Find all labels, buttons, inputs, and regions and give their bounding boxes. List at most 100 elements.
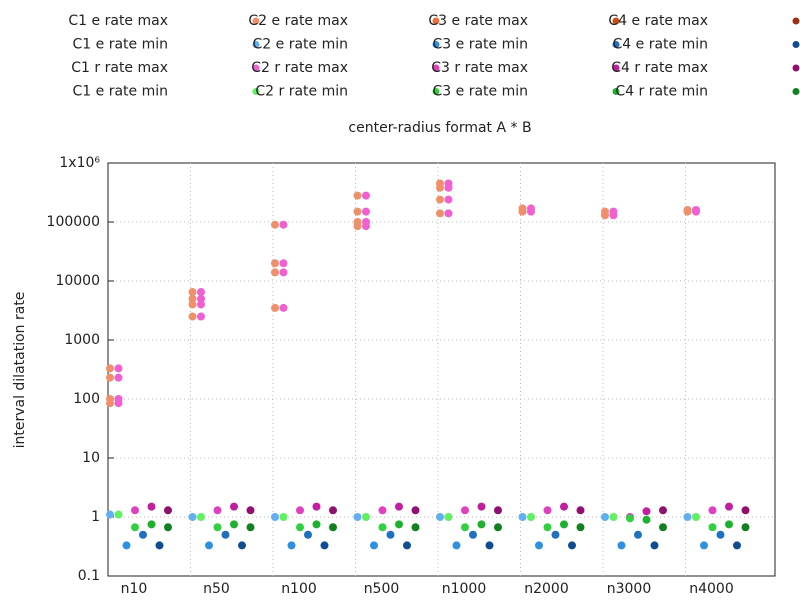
- legend-swatch: [792, 64, 800, 72]
- point: [271, 220, 279, 229]
- legend-label: C4 e rate min: [613, 37, 708, 53]
- point: [411, 506, 420, 515]
- point: [436, 209, 444, 218]
- legend-swatch: [252, 64, 260, 72]
- point: [708, 506, 717, 515]
- point: [560, 502, 568, 511]
- point: [114, 510, 123, 519]
- point: [543, 506, 552, 515]
- y-tick-label: 0.1: [78, 568, 100, 584]
- point: [733, 541, 741, 550]
- point: [279, 220, 288, 229]
- point: [494, 523, 502, 532]
- point: [609, 207, 618, 216]
- point: [271, 303, 279, 312]
- legend-swatch: [792, 88, 800, 95]
- point: [560, 520, 568, 529]
- legend-label: C4 r rate max: [611, 60, 708, 76]
- point: [461, 523, 469, 532]
- x-tick-label: n10: [121, 581, 148, 597]
- point: [114, 364, 123, 373]
- point: [494, 506, 502, 515]
- point: [741, 523, 750, 532]
- legend-swatch: [792, 41, 800, 48]
- x-tick-label: n3000: [607, 581, 652, 597]
- point: [626, 514, 634, 523]
- point: [436, 179, 444, 188]
- y-tick-label: 100000: [47, 214, 100, 230]
- point: [197, 300, 205, 309]
- point: [238, 541, 246, 550]
- legend-swatch: [252, 88, 260, 95]
- legend-label: C1 e rate max: [68, 13, 168, 29]
- legend-label: C3 e rate max: [428, 13, 528, 29]
- point: [353, 513, 362, 521]
- y-tick-label: 1: [91, 509, 100, 525]
- point: [221, 530, 230, 539]
- y-tick-label: 10000: [55, 273, 100, 289]
- point: [122, 541, 131, 550]
- x-tick-label: n50: [203, 581, 230, 597]
- point: [188, 288, 197, 297]
- point: [312, 520, 321, 529]
- legend-label: C2 r rate max: [251, 60, 348, 76]
- point: [444, 513, 453, 521]
- point: [188, 312, 197, 321]
- point: [642, 507, 651, 516]
- legend-swatch: [252, 41, 260, 48]
- x-tick-label: n2000: [524, 581, 569, 597]
- x-tick-label: n500: [364, 581, 400, 597]
- point: [271, 259, 279, 268]
- legend-swatch: [612, 88, 620, 95]
- point: [362, 207, 370, 216]
- legend-swatch: [432, 41, 440, 48]
- point: [601, 513, 609, 521]
- point: [741, 506, 750, 515]
- point: [188, 294, 197, 303]
- y-tick-label: 10: [82, 450, 100, 466]
- point: [617, 541, 626, 550]
- point: [518, 513, 527, 521]
- point: [114, 373, 123, 382]
- point: [205, 541, 213, 550]
- point: [329, 523, 337, 532]
- point: [147, 520, 156, 529]
- point: [296, 523, 304, 532]
- point: [535, 541, 543, 550]
- legend-label: C3 e rate min: [433, 84, 528, 100]
- point: [353, 207, 362, 216]
- point: [411, 523, 420, 532]
- legend-label: C2 e rate min: [253, 37, 348, 53]
- point: [320, 541, 329, 550]
- point: [659, 506, 667, 515]
- point: [683, 513, 692, 521]
- point: [197, 312, 205, 321]
- point: [353, 191, 362, 200]
- point: [279, 303, 288, 312]
- point: [197, 294, 205, 303]
- legend-swatch: [612, 64, 620, 72]
- point: [271, 513, 279, 521]
- point: [312, 502, 321, 511]
- point: [246, 506, 255, 515]
- point: [708, 523, 717, 532]
- point: [444, 179, 453, 188]
- point: [436, 513, 444, 521]
- legend-label: C3 r rate max: [431, 60, 528, 76]
- point: [725, 520, 733, 529]
- y-tick-label: 1x10⁶: [59, 155, 100, 171]
- legend-label: C4 r rate min: [615, 84, 708, 100]
- legend-swatch: [252, 17, 260, 25]
- point: [444, 209, 453, 218]
- point: [576, 506, 585, 515]
- point: [213, 506, 222, 515]
- point: [444, 195, 453, 204]
- legend-label: C3 e rate min: [433, 37, 528, 53]
- point: [329, 506, 337, 515]
- point: [106, 373, 114, 382]
- point: [246, 523, 255, 532]
- point: [279, 513, 288, 521]
- point: [395, 502, 403, 511]
- point: [716, 530, 725, 539]
